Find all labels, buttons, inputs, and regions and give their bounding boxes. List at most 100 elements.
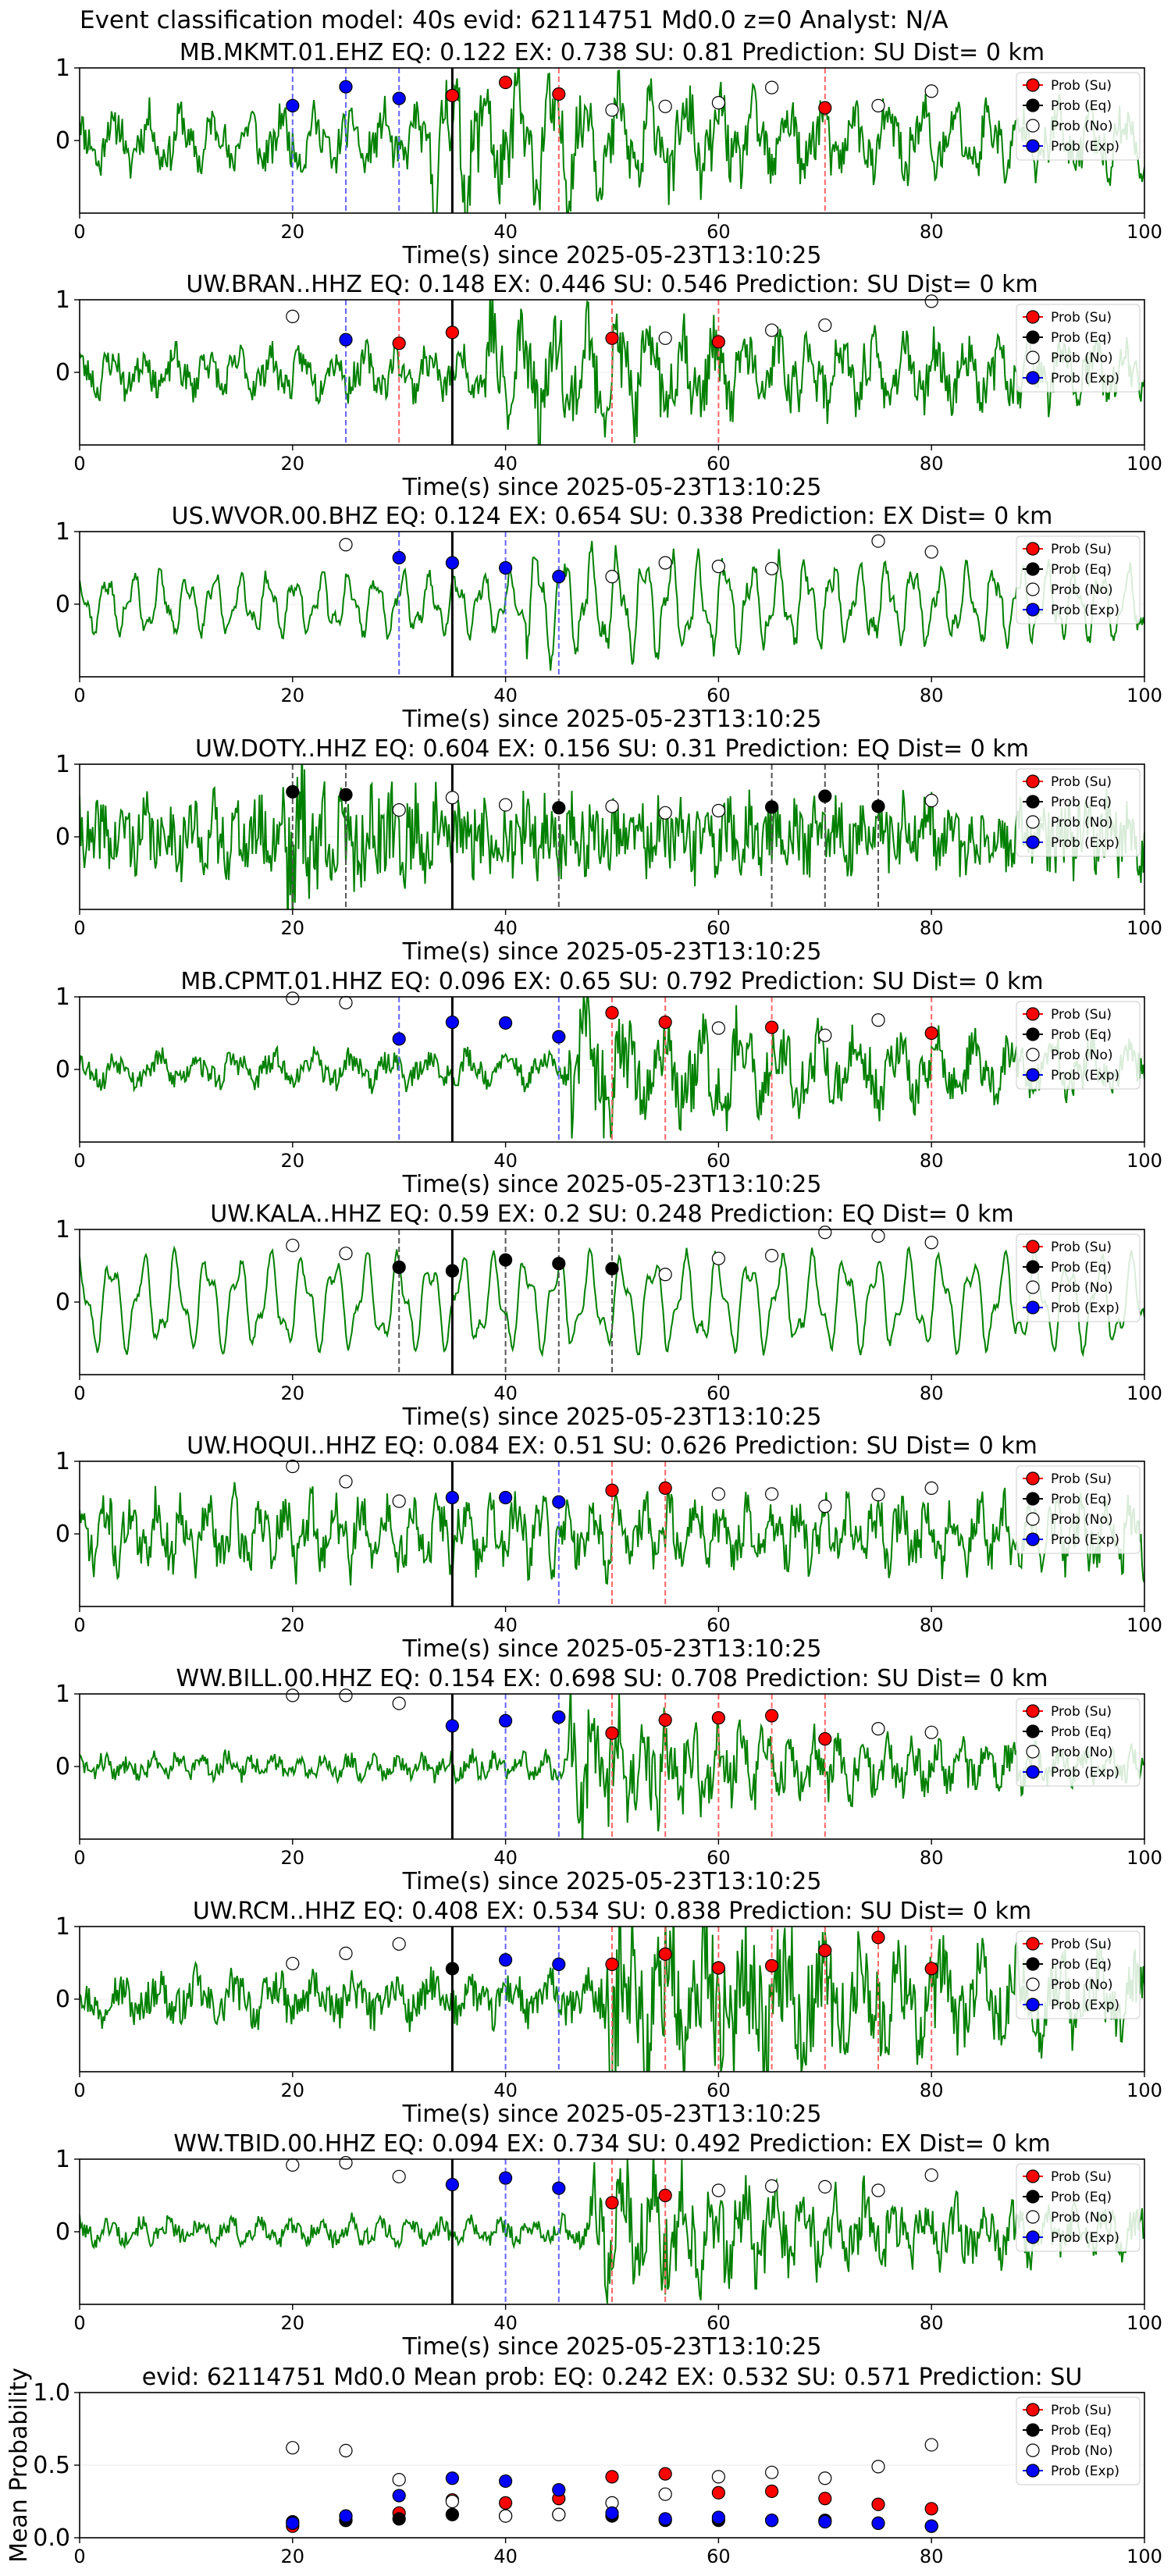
point-exp (552, 2181, 566, 2195)
legend-marker-eq (1026, 1957, 1040, 1971)
point-no (286, 1688, 300, 1703)
point-exp (339, 333, 353, 347)
point-exp (498, 2474, 513, 2489)
legend-marker-exp (1026, 1765, 1040, 1779)
legend-label: Prob (Exp) (1051, 1300, 1119, 1316)
y-tick-label: 0 (55, 591, 70, 618)
waveform-trace (80, 764, 1144, 909)
point-su (711, 335, 726, 349)
point-exp (445, 556, 460, 570)
chart-title: UW.DOTY..HHZ EQ: 0.604 EX: 0.156 SU: 0.3… (195, 735, 1029, 763)
point-su (605, 1726, 619, 1740)
point-eq (392, 2512, 406, 2526)
y-tick-label: 1 (55, 286, 70, 314)
point-no (605, 103, 619, 117)
point-su (711, 2485, 726, 2500)
legend-label: Prob (No) (1051, 1048, 1113, 1063)
chart-panel-5: MB.CPMT.01.HHZ EQ: 0.096 EX: 0.65 SU: 0.… (55, 968, 1162, 1198)
point-exp (286, 2516, 300, 2530)
point-no (711, 1487, 726, 1501)
point-no (286, 1956, 300, 1971)
legend-label: Prob (Exp) (1051, 1765, 1119, 1781)
point-no (764, 323, 779, 337)
legend-marker-su (1026, 774, 1040, 788)
legend: Prob (Su) Prob (Eq) Prob (No) Prob (Exp) (1016, 1698, 1141, 1787)
legend-label: Prob (Su) (1051, 542, 1112, 557)
point-no (445, 2494, 460, 2509)
x-tick-label: 0 (73, 221, 85, 243)
x-tick-label: 80 (920, 221, 944, 243)
legend: Prob (Su) Prob (Eq) Prob (No) Prob (Exp) (1016, 1930, 1141, 2019)
legend: Prob (Su) Prob (Eq) Prob (No) Prob (Exp) (1016, 535, 1141, 624)
point-no (658, 2487, 672, 2501)
legend-label: Prob (Su) (1051, 2403, 1112, 2418)
legend-marker-exp (1026, 2464, 1040, 2478)
x-axis-label: Time(s) since 2025-05-23T13:10:25 (402, 2101, 822, 2128)
legend-marker-su (1026, 1704, 1040, 1718)
legend-box (1016, 535, 1141, 624)
x-tick-label: 100 (1127, 2312, 1162, 2334)
legend-marker-eq (1026, 1260, 1040, 1274)
legend-marker-su (1026, 542, 1040, 556)
point-no (392, 1696, 406, 1710)
point-su (818, 1732, 832, 1746)
y-tick-label: 0.0 (33, 2524, 70, 2552)
point-su (605, 2196, 619, 2210)
point-no (924, 294, 938, 308)
x-tick-label: 40 (493, 1614, 518, 1636)
legend-box (1016, 2163, 1141, 2252)
point-no (711, 2183, 726, 2197)
point-exp (392, 550, 406, 565)
point-su (711, 1961, 726, 1975)
legend-label: Prob (Eq) (1051, 562, 1112, 578)
point-no (871, 1488, 885, 1502)
point-su (658, 1713, 672, 1727)
legend-label: Prob (Exp) (1051, 1068, 1119, 1083)
point-su (818, 101, 832, 115)
point-no (711, 2470, 726, 2484)
y-tick-label: 1 (55, 1681, 70, 1708)
point-eq (445, 1962, 460, 1976)
legend-marker-su (1026, 1240, 1040, 1254)
legend-label: Prob (No) (1051, 815, 1113, 831)
legend-label: Prob (Su) (1051, 78, 1112, 94)
x-tick-label: 40 (493, 2312, 518, 2334)
legend-marker-no (1026, 1280, 1040, 1294)
point-exp (552, 1030, 566, 1044)
point-exp (818, 2514, 832, 2529)
x-tick-label: 20 (281, 221, 305, 243)
y-tick-label: 0 (55, 1056, 70, 1083)
point-su (658, 2188, 672, 2203)
legend-marker-no (1026, 1745, 1040, 1759)
x-tick-label: 40 (493, 917, 518, 939)
point-no (924, 545, 938, 559)
legend-label: Prob (No) (1051, 119, 1113, 134)
point-no (339, 1688, 353, 1703)
legend-marker-eq (1026, 1724, 1040, 1738)
point-su (605, 1483, 619, 1497)
point-su (605, 2470, 619, 2484)
legend-marker-su (1026, 78, 1040, 92)
chart-panel-8: WW.BILL.00.HHZ EQ: 0.154 EX: 0.698 SU: 0… (55, 1665, 1162, 1895)
point-exp (871, 2516, 885, 2530)
legend-label: Prob (No) (1051, 582, 1113, 598)
point-no (339, 1946, 353, 1961)
legend: Prob (Su) Prob (Eq) Prob (No) Prob (Exp) (1016, 768, 1141, 857)
x-tick-label: 60 (707, 1382, 731, 1404)
chart-panel-9: UW.RCM..HHZ EQ: 0.408 EX: 0.534 SU: 0.83… (55, 1898, 1162, 2128)
point-exp (552, 570, 566, 584)
point-no (818, 318, 832, 333)
point-no (924, 2438, 938, 2452)
legend-label: Prob (No) (1051, 1280, 1113, 1296)
legend-marker-exp (1026, 1998, 1040, 2012)
chart-title: WW.BILL.00.HHZ EQ: 0.154 EX: 0.698 SU: 0… (176, 1665, 1048, 1692)
point-no (764, 1487, 779, 1501)
point-no (445, 791, 460, 805)
x-tick-label: 100 (1127, 453, 1162, 475)
x-tick-label: 40 (493, 1382, 518, 1404)
point-su (764, 1709, 779, 1723)
legend-marker-no (1026, 1512, 1040, 1526)
legend-box (1016, 1930, 1141, 2019)
legend-marker-su (1026, 1007, 1040, 1021)
point-exp (552, 1957, 566, 1971)
